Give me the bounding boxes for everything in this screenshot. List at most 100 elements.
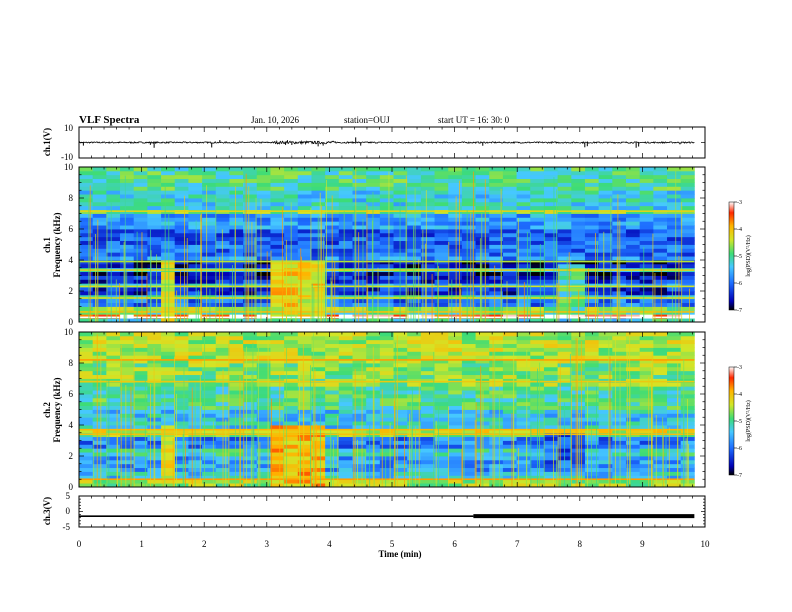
- psd-cell: [202, 428, 217, 434]
- psd-cell: [639, 405, 654, 410]
- psd-cell: [639, 240, 654, 245]
- psd-cell: [448, 467, 463, 472]
- psd-cell: [270, 463, 285, 469]
- psd-cell: [133, 275, 148, 280]
- psd-sferic: [141, 232, 143, 322]
- psd-cell: [584, 386, 600, 391]
- psd-cell: [557, 240, 572, 245]
- psd-cell: [243, 335, 258, 341]
- psd-cell: [420, 467, 435, 472]
- psd-cell: [653, 359, 668, 364]
- psd-cell: [502, 456, 517, 461]
- psd-cell: [557, 182, 572, 187]
- psd-cell: [516, 225, 531, 230]
- psd-cell: [571, 347, 586, 352]
- psd-cell: [92, 298, 107, 304]
- psd-cell: [284, 463, 299, 469]
- psd-cell: [461, 386, 476, 391]
- psd-cell: [530, 252, 545, 257]
- psd-cell: [338, 421, 353, 426]
- psd-cell: [420, 318, 435, 323]
- psd-cell: [639, 225, 654, 230]
- psd-cell: [557, 283, 572, 288]
- psd-cell: [188, 186, 203, 191]
- psd-cell: [598, 363, 613, 368]
- psd-cell: [174, 213, 189, 218]
- psd-cell: [598, 198, 613, 203]
- psd-cell: [612, 409, 627, 414]
- psd-cell: [133, 291, 148, 296]
- psd-sferic: [580, 341, 582, 487]
- psd-cell: [639, 421, 654, 426]
- psd-cell: [448, 263, 463, 269]
- psd-cell: [448, 417, 463, 422]
- psd-cell: [92, 343, 107, 348]
- psd-cell: [530, 248, 545, 253]
- psd-cell: [161, 271, 176, 276]
- psd-cell: [557, 347, 572, 352]
- psd-cell: [311, 366, 326, 372]
- psd-cell: [92, 394, 107, 399]
- psd-cell: [352, 390, 367, 395]
- psd-cell: [653, 271, 668, 276]
- psd-cell: [256, 386, 271, 391]
- psd-cell: [625, 275, 641, 280]
- psd-cell: [448, 483, 463, 488]
- psd-cell: [325, 401, 340, 407]
- psd-cell: [379, 382, 394, 387]
- psd-cell: [667, 314, 682, 319]
- psd-cell: [379, 186, 394, 191]
- psd-cell: [147, 213, 162, 218]
- psd-cell: [229, 291, 244, 296]
- psd-cell: [379, 363, 394, 368]
- psd-cell: [584, 248, 600, 253]
- psd-cell: [420, 417, 435, 422]
- psd-cell: [584, 378, 600, 383]
- psd-cell: [133, 263, 148, 269]
- psd-cell: [79, 205, 94, 211]
- psd-cell: [174, 363, 189, 368]
- psd-cell: [530, 359, 545, 364]
- psd-cell: [434, 475, 449, 480]
- psd-cell: [133, 347, 148, 352]
- psd-cell: [393, 302, 408, 307]
- psd-cell: [256, 390, 271, 395]
- psd-cell: [256, 425, 271, 430]
- psd-cell: [639, 386, 654, 391]
- psd-cell: [639, 229, 654, 234]
- psd-cell: [188, 366, 203, 372]
- psd-cell: [120, 174, 135, 180]
- psd-cell: [284, 182, 299, 187]
- psd-cell: [598, 256, 613, 261]
- psd-cell: [434, 263, 449, 269]
- psd-cell: [79, 318, 94, 323]
- psd-cell: [270, 386, 285, 391]
- psd-cell: [133, 428, 148, 434]
- psd-cell: [502, 366, 517, 372]
- psd-cell: [256, 467, 271, 472]
- psd-cell: [297, 201, 312, 207]
- psd-cell: [612, 421, 627, 426]
- psd-cell: [147, 263, 162, 269]
- psd-cell: [284, 194, 299, 199]
- psd-cell: [598, 275, 613, 280]
- psd-cell: [352, 244, 367, 249]
- psd-cell: [612, 263, 627, 269]
- psd-sferic: [120, 345, 122, 487]
- psd-cell: [174, 382, 189, 387]
- psd-cell: [393, 397, 408, 403]
- psd-cell: [680, 178, 695, 183]
- psd-cell: [598, 271, 613, 276]
- psd-cell: [543, 302, 559, 307]
- psd-cell: [352, 448, 367, 453]
- psd-cell: [598, 186, 613, 191]
- psd-cell: [338, 217, 353, 222]
- psd-cell: [448, 271, 463, 276]
- psd-cell: [338, 413, 353, 418]
- psd-cell: [311, 370, 326, 376]
- psd-sferic: [331, 195, 333, 322]
- psd-cell: [202, 394, 217, 399]
- psd-cell: [352, 302, 367, 307]
- psd-cell: [352, 471, 367, 476]
